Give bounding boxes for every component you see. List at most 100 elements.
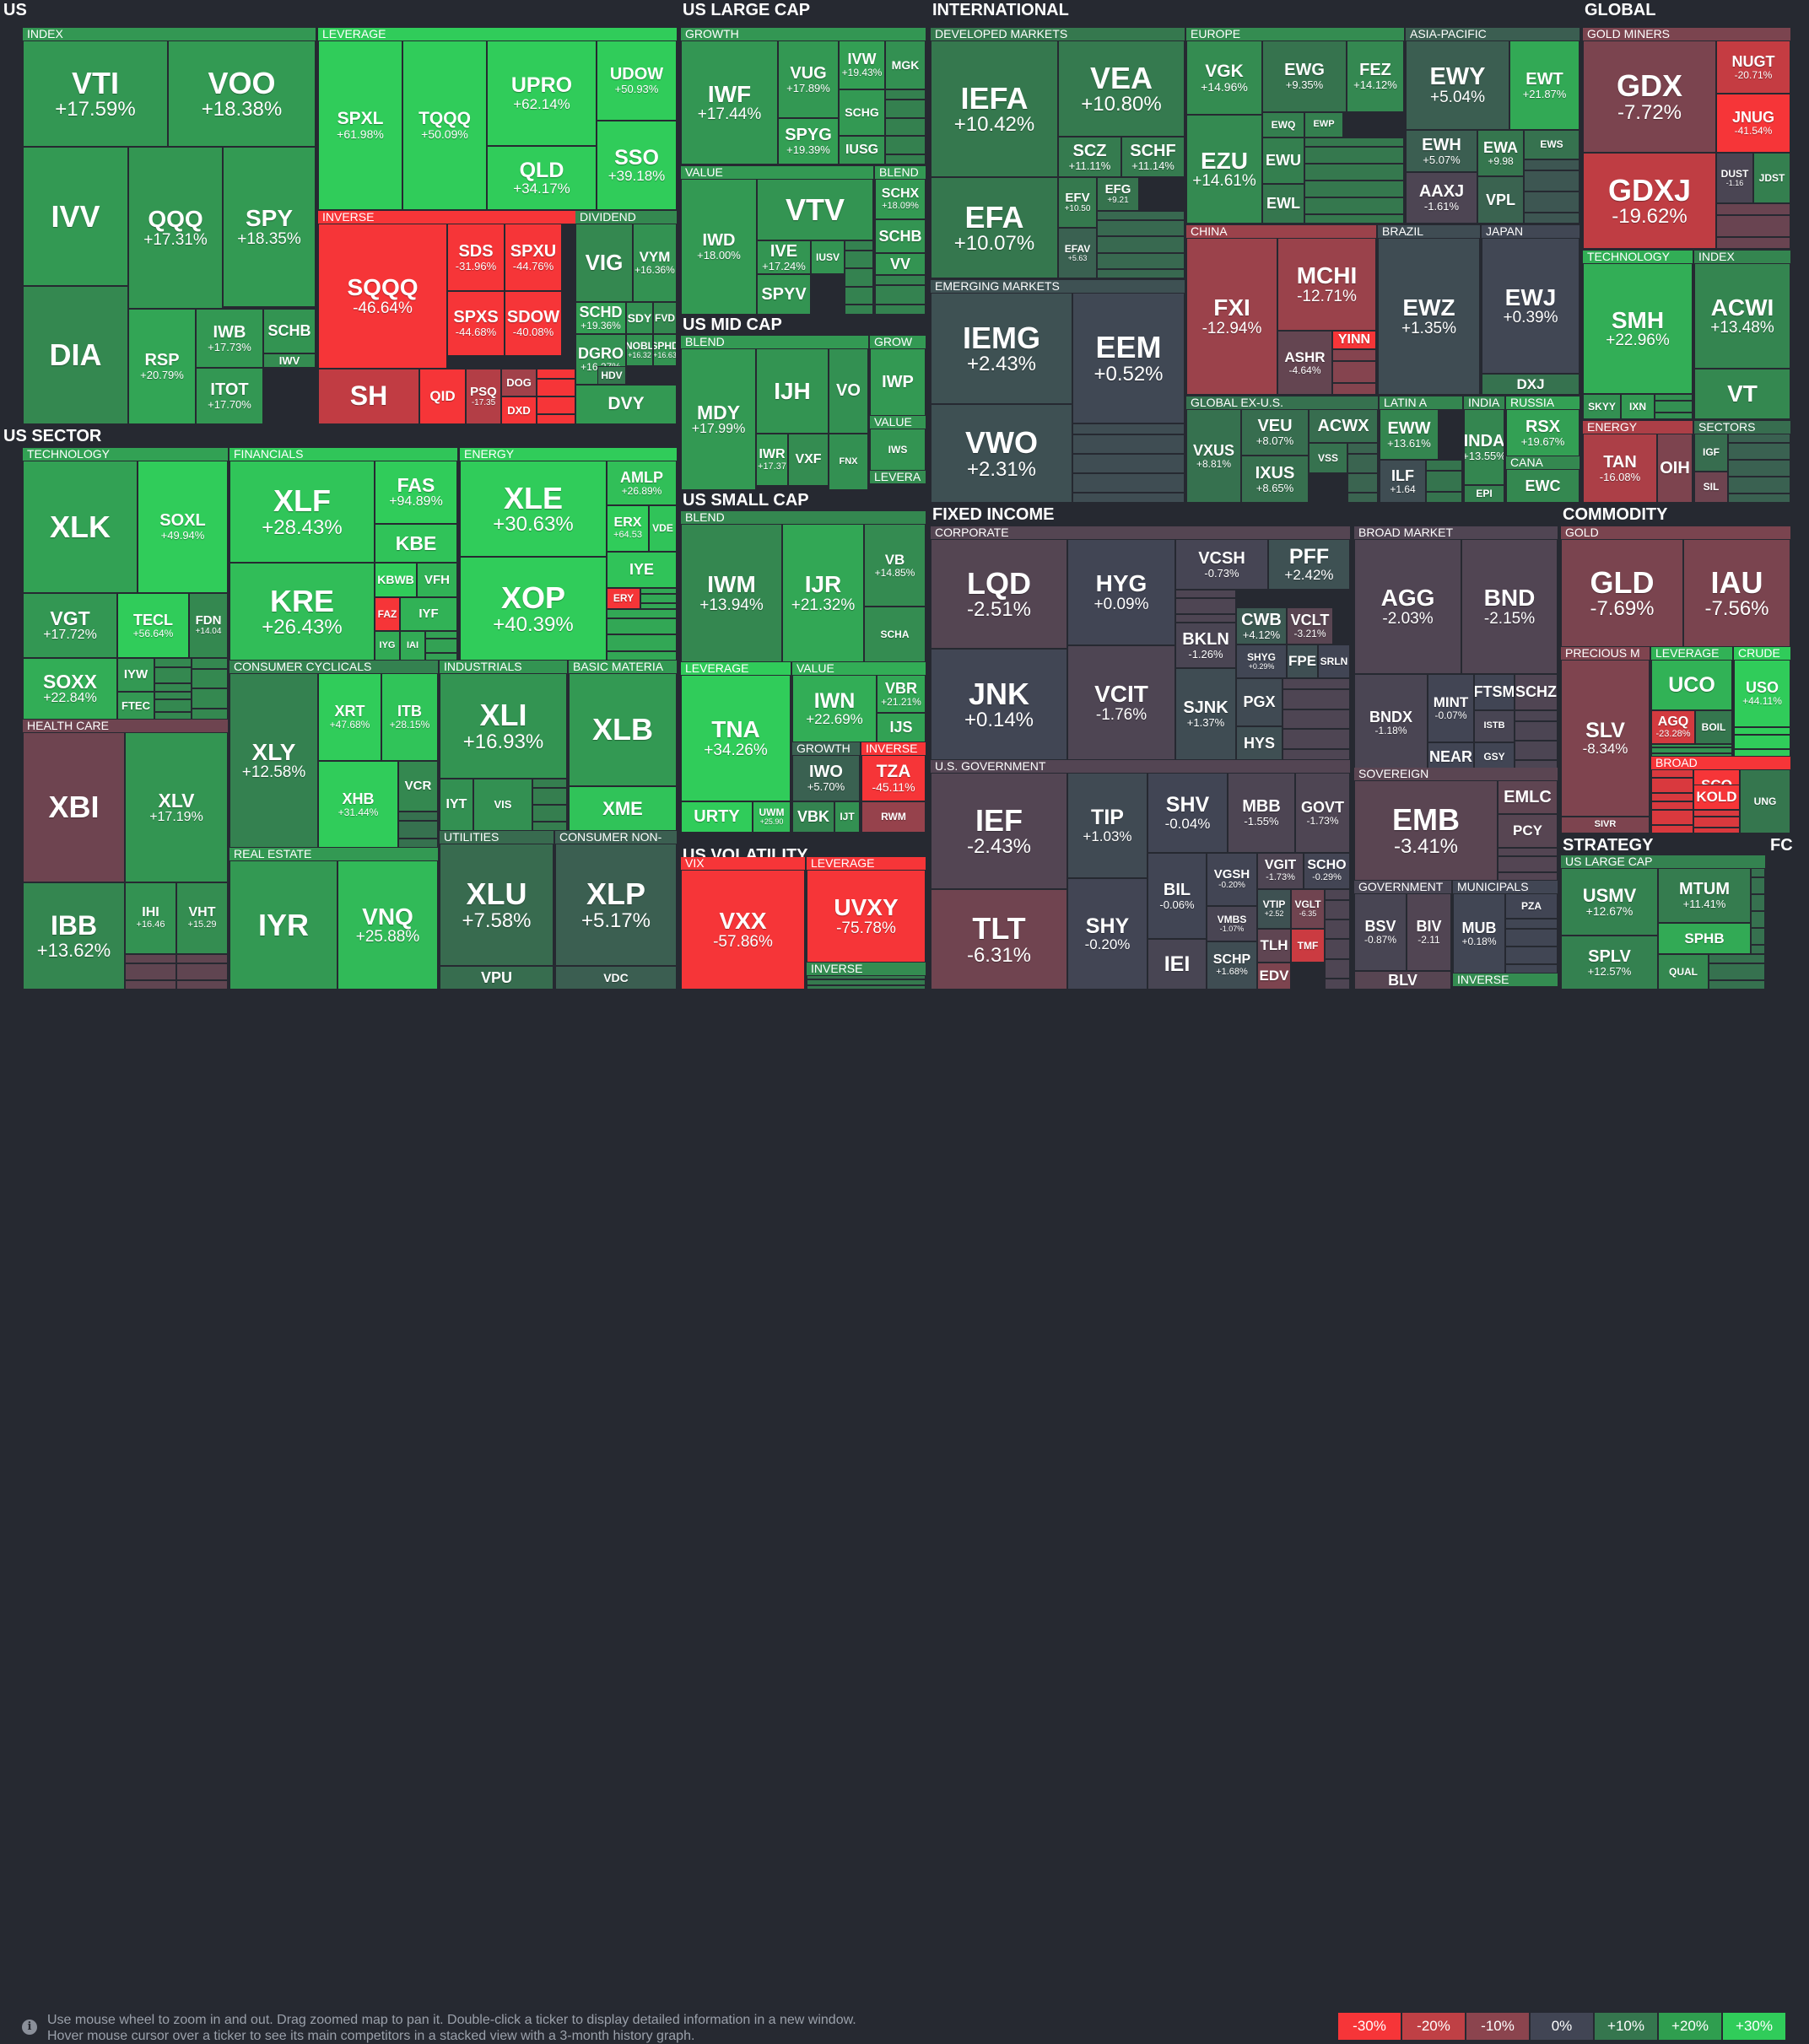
ticker-ixus[interactable]: IXUS +8.65% xyxy=(1241,456,1309,503)
ticker-uco[interactable]: UCO xyxy=(1651,660,1732,710)
micro-tile[interactable] xyxy=(1724,826,1739,828)
micro-tile[interactable] xyxy=(1091,491,1110,493)
ticker-mdy[interactable]: MDY +17.99% xyxy=(681,348,756,490)
ticker-sdow[interactable]: SDOW -40.08% xyxy=(505,291,562,356)
micro-tile[interactable] xyxy=(624,650,642,653)
ticker-tecl[interactable]: TECL +56.64% xyxy=(117,593,189,658)
micro-tile[interactable] xyxy=(1671,752,1692,754)
ticker-kold[interactable]: KOLD xyxy=(1693,785,1740,810)
ticker-vtip[interactable]: VTIP +2.52 xyxy=(1257,889,1291,929)
micro-tile[interactable] xyxy=(641,592,659,595)
minor-ticker-block[interactable] xyxy=(1175,590,1236,623)
micro-tile[interactable] xyxy=(1518,855,1537,858)
minor-ticker-block[interactable] xyxy=(1325,889,1350,990)
ticker-iusv[interactable]: IUSV xyxy=(811,240,845,274)
ticker-vgk[interactable]: VGK +14.96% xyxy=(1186,40,1262,115)
ticker-ijr[interactable]: IJR +21.32% xyxy=(782,524,864,662)
ticker-qqq[interactable]: QQQ +17.31% xyxy=(128,147,223,309)
ticker-vcr[interactable]: VCR xyxy=(398,761,438,812)
ticker-dia[interactable]: DIA xyxy=(23,286,128,424)
micro-tile[interactable] xyxy=(1091,433,1110,435)
ticker-amlp[interactable]: AMLP +26.89% xyxy=(607,461,677,505)
micro-tile[interactable] xyxy=(1709,963,1728,964)
micro-tile[interactable] xyxy=(1364,163,1384,164)
micro-tile[interactable] xyxy=(1128,472,1148,474)
micro-tile[interactable] xyxy=(549,804,566,806)
micro-tile[interactable] xyxy=(1364,197,1384,198)
ticker-uso[interactable]: USO +44.11% xyxy=(1734,660,1790,727)
micro-tile[interactable] xyxy=(1176,597,1196,600)
ticker-iefa[interactable]: IEFA +10.42% xyxy=(931,40,1058,177)
micro-tile[interactable] xyxy=(1540,927,1557,930)
micro-tile[interactable] xyxy=(1498,855,1518,858)
ticker-urty[interactable]: URTY xyxy=(681,801,753,833)
ticker-ibb[interactable]: IBB +13.62% xyxy=(23,882,125,990)
micro-tile[interactable] xyxy=(209,708,227,710)
micro-tile[interactable] xyxy=(624,634,642,636)
micro-tile[interactable] xyxy=(537,395,556,397)
micro-tile[interactable] xyxy=(210,979,227,981)
ticker-vxf[interactable]: VXF xyxy=(788,434,829,486)
ticker-agg[interactable]: AGG -2.03% xyxy=(1354,539,1461,674)
micro-tile[interactable] xyxy=(892,284,909,287)
micro-tile[interactable] xyxy=(1717,236,1736,238)
micro-tile[interactable] xyxy=(1326,957,1337,960)
ticker-gdxj[interactable]: GDXJ -19.62% xyxy=(1583,153,1716,249)
ticker-upro[interactable]: UPRO +62.14% xyxy=(487,40,597,146)
ticker-iyg[interactable]: IYG xyxy=(375,631,400,661)
micro-tile[interactable] xyxy=(1673,412,1692,413)
ticker-igf[interactable]: IGF xyxy=(1694,434,1728,472)
ticker-itb[interactable]: ITB +28.15% xyxy=(381,673,438,761)
ticker-schz[interactable]: SCHZ xyxy=(1515,674,1558,710)
micro-tile[interactable] xyxy=(1325,213,1345,215)
ticker-slv[interactable]: SLV -8.34% xyxy=(1561,660,1650,817)
micro-tile[interactable] xyxy=(1560,170,1579,172)
ticker-vxus[interactable]: VXUS +8.81% xyxy=(1186,409,1241,503)
minor-ticker-block[interactable] xyxy=(1072,423,1185,503)
micro-tile[interactable] xyxy=(827,984,847,987)
micro-tile[interactable] xyxy=(556,395,575,397)
ticker-yinn[interactable]: YINN xyxy=(1332,331,1376,349)
micro-tile[interactable] xyxy=(1128,452,1148,455)
ticker-ews[interactable]: EWS xyxy=(1524,130,1580,159)
micro-tile[interactable] xyxy=(1348,472,1363,474)
micro-tile[interactable] xyxy=(1128,491,1148,493)
ticker-vgsh[interactable]: VGSH -0.20% xyxy=(1207,853,1257,906)
ticker-psq[interactable]: PSQ -17.35 xyxy=(466,369,501,424)
micro-tile[interactable] xyxy=(1299,728,1316,731)
ticker-xme[interactable]: XME xyxy=(569,786,677,831)
micro-tile[interactable] xyxy=(1348,491,1363,493)
micro-tile[interactable] xyxy=(827,978,847,980)
ticker-ijs[interactable]: IJS xyxy=(877,713,926,742)
micro-tile[interactable] xyxy=(1299,708,1316,710)
ticker-vmbs[interactable]: VMBS -1.07% xyxy=(1207,906,1257,941)
ticker-scz[interactable]: SCZ +11.11% xyxy=(1058,137,1121,177)
ticker-iyt[interactable]: IYT xyxy=(440,779,473,831)
ticker-vis[interactable]: VIS xyxy=(473,779,532,831)
micro-tile[interactable] xyxy=(905,98,925,100)
ticker-pcy[interactable]: PCY xyxy=(1498,814,1558,848)
micro-tile[interactable] xyxy=(905,116,925,119)
micro-tile[interactable] xyxy=(1098,251,1115,254)
micro-tile[interactable] xyxy=(1746,979,1764,981)
ticker-ivw[interactable]: IVW +19.43% xyxy=(839,40,885,89)
micro-tile[interactable] xyxy=(426,651,441,654)
micro-tile[interactable] xyxy=(556,377,575,380)
ticker-ewh[interactable]: EWH +5.07% xyxy=(1406,130,1477,172)
ticker-usmv[interactable]: USMV +12.67% xyxy=(1561,868,1658,936)
minor-ticker-block[interactable] xyxy=(1332,349,1376,395)
ticker-dog[interactable]: DOG xyxy=(501,369,537,396)
ticker-ijh[interactable]: IJH xyxy=(756,348,829,434)
ticker-fas[interactable]: FAS +94.89% xyxy=(375,461,457,524)
ticker-iye[interactable]: IYE xyxy=(607,552,677,588)
ticker-vym[interactable]: VYM +16.36% xyxy=(633,224,677,302)
micro-tile[interactable] xyxy=(1131,251,1150,254)
ticker-skyy[interactable]: SKYY xyxy=(1583,394,1621,419)
micro-tile[interactable] xyxy=(209,688,227,690)
micro-tile[interactable] xyxy=(1752,876,1758,878)
micro-tile[interactable] xyxy=(1523,945,1540,947)
micro-tile[interactable] xyxy=(1515,739,1536,742)
micro-tile[interactable] xyxy=(159,963,176,964)
micro-tile[interactable] xyxy=(1536,720,1557,722)
micro-tile[interactable] xyxy=(1711,747,1731,749)
